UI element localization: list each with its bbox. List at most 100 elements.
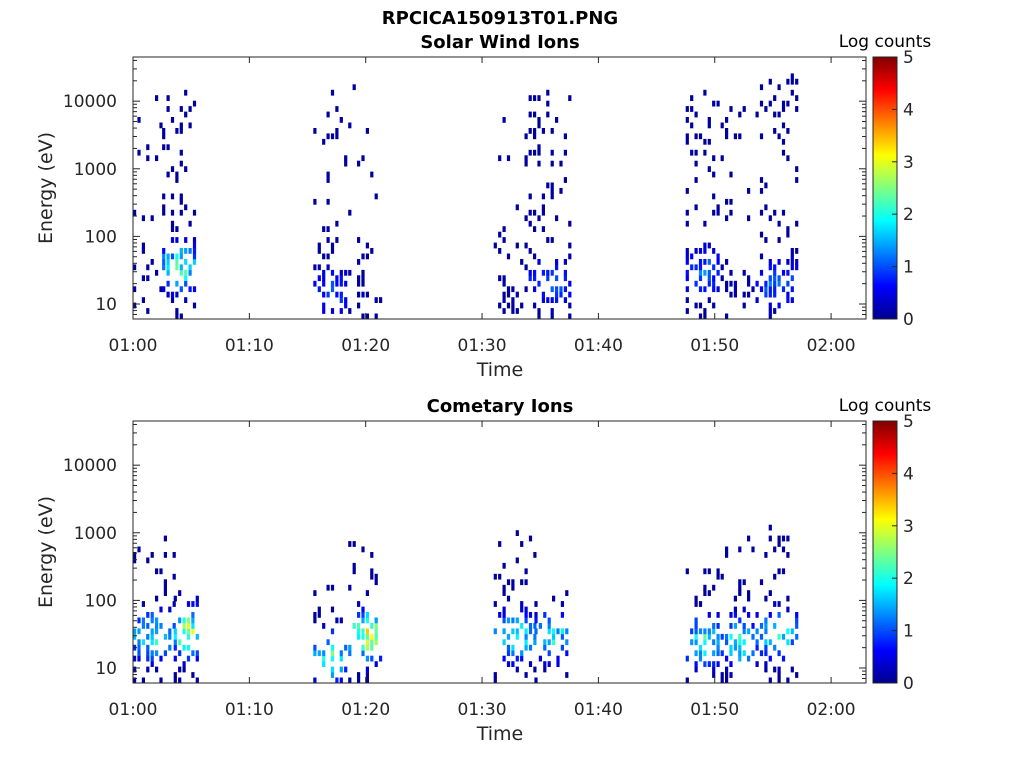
spectrogram-cell [192, 237, 197, 243]
spectrogram-cell [186, 628, 191, 635]
spectrogram-cell [694, 280, 698, 287]
spectrogram-cell [773, 209, 777, 216]
spectrogram-cell [506, 661, 511, 667]
spectrogram-cell [195, 677, 199, 684]
spectrogram-cell [729, 280, 733, 287]
spectrogram-cell [506, 286, 511, 293]
spectrogram-cell [163, 633, 167, 640]
spectrogram-cell [533, 128, 537, 134]
spectrogram-cell [550, 182, 554, 189]
spectrogram-cell [712, 171, 716, 178]
spectrogram-cell [777, 259, 781, 265]
spectrogram-cell [685, 286, 689, 293]
spectrogram-cell [502, 280, 506, 287]
spectrogram-cell [781, 106, 786, 112]
spectrogram-cell [552, 633, 556, 640]
spectrogram-cell [747, 655, 751, 662]
spectrogram-cell [330, 308, 335, 314]
spectrogram-cell [313, 677, 317, 684]
spectrogram-cell [528, 111, 532, 118]
spectrogram-cell [150, 639, 154, 646]
spectrogram-cell [357, 672, 361, 678]
spectrogram-cell [795, 106, 799, 112]
spectrogram-cell [195, 595, 199, 602]
spectrogram-cell [720, 573, 724, 580]
spectrogram-cell [195, 650, 199, 657]
spectrogram-cell [537, 149, 541, 156]
spectrogram-cell [179, 286, 183, 293]
spectrogram-cell [547, 623, 551, 629]
spectrogram-cell [166, 253, 170, 260]
spectrogram-cell [716, 204, 720, 211]
spectrogram-cell [759, 100, 764, 107]
spectrogram-cell [698, 259, 703, 265]
spectrogram-cell [537, 122, 541, 129]
solar-wind-colorbar [872, 56, 898, 320]
spectrogram-cell [777, 601, 781, 607]
spectrogram-cell [547, 617, 551, 624]
spectrogram-cell [188, 248, 192, 254]
spectrogram-cell [365, 677, 369, 684]
spectrogram-cell [326, 111, 330, 118]
spectrogram-cell [781, 138, 786, 145]
spectrogram-cell [738, 644, 742, 651]
spectrogram-cell [150, 215, 154, 222]
spectrogram-cell [150, 661, 154, 667]
spectrogram-cell [317, 264, 321, 271]
spectrogram-cell [795, 220, 799, 227]
spectrogram-cell [786, 155, 790, 162]
spectrogram-cell [137, 639, 141, 646]
spectrogram-cell [352, 623, 356, 629]
solar-wind-colorbar-label: Log counts [839, 32, 932, 52]
spectrogram-cell [170, 226, 175, 232]
x-tick-label: 01:50 [690, 700, 739, 720]
spectrogram-cell [498, 541, 502, 547]
spectrogram-cell [330, 89, 335, 96]
spectrogram-cell [365, 639, 369, 646]
spectrogram-cell [146, 557, 150, 564]
spectrogram-cell [707, 242, 711, 249]
spectrogram-cell [528, 220, 532, 227]
spectrogram-cell [172, 601, 176, 607]
spectrogram-cell [163, 579, 167, 586]
spectrogram-cell [773, 573, 777, 580]
spectrogram-cell [179, 198, 183, 205]
spectrogram-cell [729, 198, 733, 205]
spectrogram-cell [764, 552, 768, 558]
spectrogram-cell [184, 237, 188, 243]
spectrogram-cell [511, 584, 515, 591]
spectrogram-cell [786, 231, 790, 238]
spectrogram-cell [344, 297, 348, 303]
spectrogram-cell [361, 275, 365, 282]
colorbar-tick-label: 1 [903, 258, 914, 278]
spectrogram-cell [786, 677, 790, 684]
spectrogram-cell [506, 253, 511, 260]
spectrogram-cell [533, 623, 537, 629]
spectrogram-cell [712, 286, 716, 293]
spectrogram-cell [374, 639, 378, 646]
spectrogram-cell [191, 672, 195, 678]
spectrogram-cell [370, 552, 374, 558]
spectrogram-cell [790, 666, 794, 673]
y-tick-label: 1000 [74, 524, 117, 544]
spectrogram-cell [365, 617, 369, 624]
spectrogram-cell [716, 100, 720, 107]
spectrogram-cell [365, 628, 369, 635]
spectrogram-cell [759, 133, 764, 140]
spectrogram-cell [698, 650, 703, 657]
spectrogram-cell [537, 259, 541, 265]
spectrogram-cell [170, 166, 175, 172]
spectrogram-cell [790, 297, 794, 303]
spectrogram-cell [155, 623, 159, 629]
spectrogram-cell [777, 133, 781, 140]
spectrogram-cell [685, 138, 689, 145]
spectrogram-cell [335, 275, 339, 282]
spectrogram-cell [498, 231, 502, 238]
spectrogram-cell [339, 677, 343, 684]
spectrogram-cell [182, 644, 186, 651]
spectrogram-cell [552, 639, 556, 646]
spectrogram-cell [720, 275, 724, 282]
spectrogram-cell [192, 286, 197, 293]
spectrogram-cell [568, 302, 572, 309]
spectrogram-cell [520, 655, 524, 662]
